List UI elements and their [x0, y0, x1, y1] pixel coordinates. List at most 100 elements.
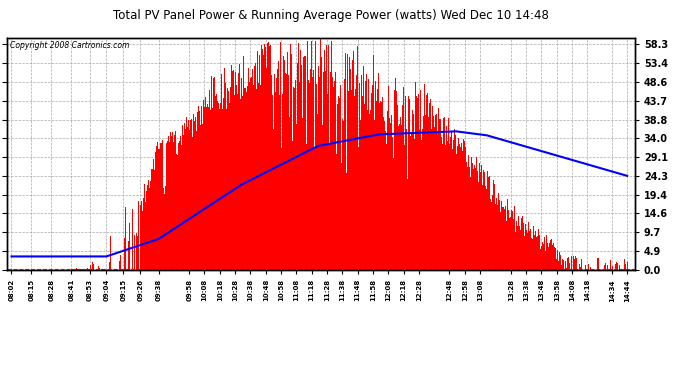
Bar	[204, 109, 206, 270]
Bar	[533, 226, 534, 270]
Bar	[451, 132, 452, 270]
Bar	[385, 131, 386, 270]
Bar	[398, 126, 399, 270]
Bar	[292, 71, 293, 270]
Bar	[421, 140, 422, 270]
Bar	[471, 157, 472, 270]
Bar	[481, 165, 482, 270]
Bar	[436, 114, 437, 270]
Bar	[140, 205, 141, 270]
Bar	[467, 167, 468, 270]
Bar	[367, 110, 368, 270]
Bar	[181, 145, 182, 270]
Bar	[196, 131, 197, 270]
Bar	[165, 186, 166, 270]
Bar	[239, 64, 240, 270]
Bar	[433, 116, 434, 270]
Bar	[290, 54, 292, 270]
Bar	[237, 60, 239, 270]
Bar	[409, 99, 411, 270]
Bar	[541, 246, 542, 270]
Bar	[360, 120, 361, 270]
Bar	[581, 259, 582, 270]
Bar	[544, 237, 545, 270]
Bar	[162, 140, 163, 270]
Bar	[549, 243, 550, 270]
Bar	[336, 154, 337, 270]
Bar	[324, 50, 325, 270]
Bar	[161, 144, 162, 270]
Bar	[586, 256, 587, 270]
Bar	[235, 72, 236, 270]
Bar	[279, 95, 280, 270]
Bar	[528, 222, 529, 270]
Bar	[189, 130, 190, 270]
Bar	[158, 149, 159, 270]
Bar	[397, 105, 398, 270]
Bar	[579, 264, 580, 270]
Bar	[340, 85, 341, 270]
Bar	[269, 46, 270, 270]
Bar	[363, 66, 364, 270]
Bar	[373, 55, 374, 270]
Bar	[157, 142, 158, 270]
Bar	[442, 144, 443, 270]
Bar	[185, 129, 186, 270]
Bar	[197, 100, 199, 270]
Bar	[274, 75, 275, 270]
Bar	[420, 90, 421, 270]
Bar	[273, 129, 274, 270]
Bar	[329, 144, 330, 270]
Bar	[448, 144, 450, 270]
Bar	[76, 268, 77, 270]
Bar	[184, 147, 186, 270]
Bar	[231, 91, 233, 270]
Bar	[454, 129, 455, 270]
Bar	[519, 226, 520, 270]
Bar	[370, 110, 371, 270]
Bar	[402, 181, 404, 270]
Bar	[384, 121, 385, 270]
Bar	[361, 75, 362, 270]
Bar	[485, 186, 486, 270]
Bar	[238, 73, 239, 270]
Bar	[209, 90, 210, 270]
Bar	[242, 96, 243, 270]
Bar	[300, 50, 301, 270]
Bar	[219, 109, 220, 270]
Bar	[216, 94, 217, 270]
Bar	[129, 223, 130, 270]
Bar	[182, 125, 183, 270]
Bar	[455, 155, 457, 270]
Bar	[449, 152, 451, 270]
Bar	[262, 49, 263, 270]
Bar	[206, 108, 207, 270]
Bar	[286, 74, 287, 270]
Bar	[552, 244, 553, 270]
Bar	[257, 88, 259, 270]
Bar	[294, 88, 295, 270]
Bar	[109, 262, 110, 270]
Bar	[169, 142, 170, 270]
Bar	[90, 265, 91, 270]
Bar	[386, 144, 387, 270]
Bar	[264, 44, 265, 270]
Bar	[514, 206, 515, 270]
Bar	[178, 143, 179, 270]
Bar	[604, 265, 605, 270]
Bar	[352, 52, 353, 270]
Bar	[94, 268, 95, 270]
Bar	[495, 198, 497, 270]
Bar	[316, 84, 317, 270]
Bar	[569, 263, 570, 270]
Bar	[500, 212, 501, 270]
Bar	[128, 241, 129, 270]
Bar	[524, 236, 525, 270]
Bar	[215, 96, 216, 270]
Bar	[501, 201, 502, 270]
Bar	[195, 117, 196, 270]
Bar	[480, 172, 481, 270]
Bar	[151, 169, 152, 270]
Bar	[520, 230, 521, 270]
Bar	[205, 97, 206, 270]
